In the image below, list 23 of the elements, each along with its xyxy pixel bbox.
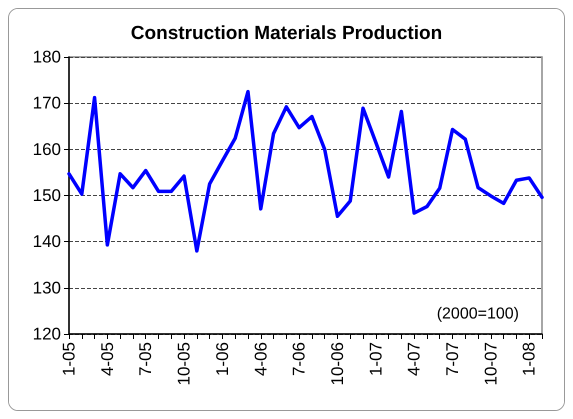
annotation: (2000=100)	[436, 306, 520, 322]
x-tick-label: 7-05	[136, 342, 156, 376]
chart-title: Construction Materials Production	[130, 23, 442, 44]
y-tick-label: 170	[32, 94, 61, 113]
x-tick-label: 1-06	[212, 342, 232, 376]
y-tick-label: 160	[32, 140, 61, 159]
y-tick-label: 180	[32, 48, 61, 66]
x-tick-label: 7-07	[443, 342, 462, 376]
x-tick-label: 10-07	[481, 342, 500, 386]
x-tick-label: 4-07	[404, 342, 424, 376]
y-tick-label: 150	[32, 186, 61, 205]
x-tick-label: 7-06	[290, 342, 309, 376]
y-tick-label: 140	[32, 232, 61, 252]
x-tick-label: 10-05	[174, 342, 194, 386]
y-tick-label: 130	[32, 278, 61, 298]
x-tick-label: 1-05	[60, 342, 78, 376]
y-tick-label: 120	[32, 324, 61, 344]
x-tick-label: 1-08	[520, 342, 539, 376]
x-tick-label: 1-07	[366, 342, 386, 376]
x-tick-label: 4-05	[98, 342, 117, 376]
x-tick-label: 4-06	[251, 342, 270, 376]
line-series	[67, 90, 544, 253]
x-tick-label: 10-06	[328, 342, 347, 386]
